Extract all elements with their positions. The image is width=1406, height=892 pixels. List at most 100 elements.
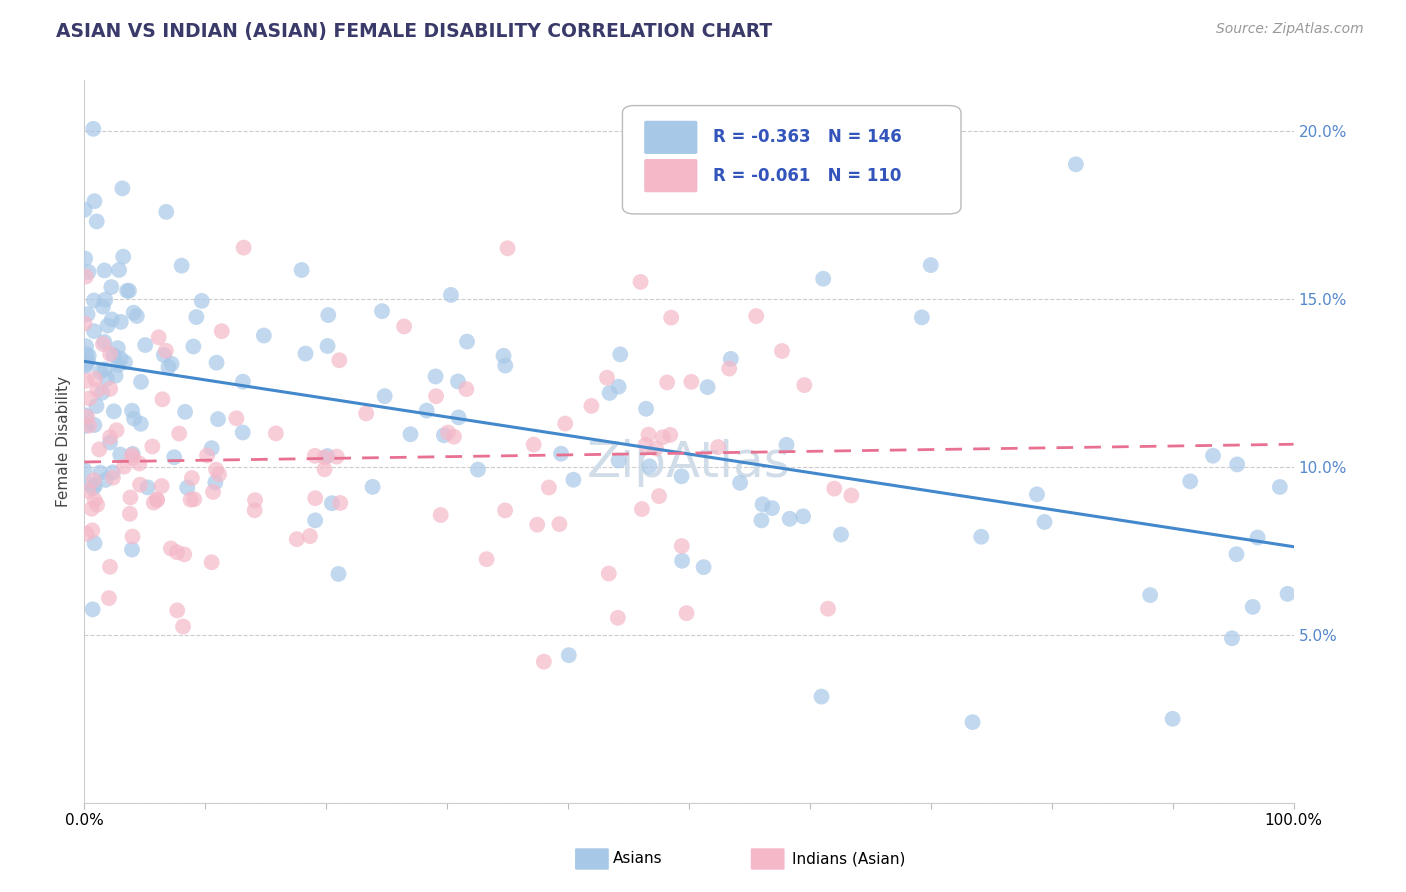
Text: R = -0.363   N = 146: R = -0.363 N = 146 — [713, 128, 901, 146]
Point — [103, 348, 125, 362]
Point — [108, 263, 131, 277]
Point — [1161, 712, 1184, 726]
Point — [1064, 157, 1087, 171]
Point — [728, 475, 751, 490]
Point — [599, 386, 621, 401]
Point — [596, 370, 619, 384]
Point — [328, 353, 350, 368]
Point — [103, 404, 125, 418]
Point — [94, 293, 117, 307]
Point — [76, 307, 98, 321]
Point — [83, 473, 105, 487]
Point — [93, 263, 115, 277]
Point — [75, 347, 97, 361]
Point — [634, 438, 657, 452]
Point — [167, 426, 190, 441]
Point — [659, 310, 682, 325]
Point — [718, 361, 741, 376]
Point — [447, 375, 470, 389]
Point — [637, 427, 659, 442]
Point — [467, 462, 489, 476]
Point — [232, 241, 254, 255]
Point — [91, 337, 114, 351]
Point — [112, 250, 135, 264]
Point — [253, 328, 276, 343]
Point — [77, 349, 100, 363]
Point — [304, 513, 326, 527]
Point — [73, 202, 96, 217]
Point — [180, 492, 202, 507]
Point — [243, 503, 266, 517]
Text: Source: ZipAtlas.com: Source: ZipAtlas.com — [1216, 22, 1364, 37]
Point — [285, 533, 308, 547]
FancyBboxPatch shape — [644, 120, 697, 154]
Point — [1241, 599, 1264, 614]
Point — [83, 293, 105, 308]
Point — [548, 517, 571, 532]
Point — [655, 376, 678, 390]
Point — [110, 448, 132, 462]
Point — [157, 359, 180, 374]
Point — [211, 324, 233, 338]
Point — [98, 435, 121, 450]
Point — [696, 380, 718, 394]
Point — [354, 406, 377, 420]
Point — [399, 427, 422, 442]
Point — [136, 480, 159, 494]
Point — [207, 412, 229, 426]
Point — [82, 481, 104, 495]
Point — [183, 492, 205, 507]
Point — [98, 430, 121, 444]
Point — [648, 489, 671, 503]
Point — [651, 430, 673, 444]
Point — [93, 334, 115, 349]
Point — [146, 492, 169, 507]
Point — [121, 447, 143, 461]
FancyBboxPatch shape — [623, 105, 962, 214]
Point — [129, 417, 152, 431]
Point — [122, 411, 145, 425]
Point — [77, 484, 100, 499]
Point — [75, 339, 97, 353]
Point — [1202, 449, 1225, 463]
Point — [114, 355, 136, 369]
Point — [100, 280, 122, 294]
Point — [526, 517, 548, 532]
Point — [751, 497, 773, 511]
Point — [122, 306, 145, 320]
Point — [314, 450, 336, 465]
Point — [823, 482, 845, 496]
Point — [118, 507, 141, 521]
Point — [291, 263, 314, 277]
Point — [298, 529, 321, 543]
Point — [329, 496, 352, 510]
Text: Asians: Asians — [613, 852, 662, 866]
Point — [817, 601, 839, 615]
Point — [609, 347, 631, 361]
Point — [1026, 487, 1049, 501]
Point — [671, 469, 693, 483]
Point — [160, 541, 183, 556]
Point — [110, 315, 132, 329]
Point — [107, 358, 129, 372]
Point — [361, 480, 384, 494]
Point — [83, 417, 105, 432]
Point — [1277, 587, 1299, 601]
Point — [321, 496, 343, 510]
Point — [314, 462, 336, 476]
Point — [73, 463, 96, 477]
Point — [447, 410, 470, 425]
Point — [202, 484, 225, 499]
Point — [264, 426, 287, 441]
Point — [83, 536, 105, 550]
Text: R = -0.061   N = 110: R = -0.061 N = 110 — [713, 167, 901, 185]
Point — [606, 611, 628, 625]
Point — [779, 512, 801, 526]
Point — [93, 362, 115, 376]
Point — [671, 554, 693, 568]
Point — [607, 453, 630, 467]
Point — [129, 375, 152, 389]
Point — [190, 293, 212, 308]
Point — [98, 347, 121, 361]
Point — [1268, 480, 1291, 494]
